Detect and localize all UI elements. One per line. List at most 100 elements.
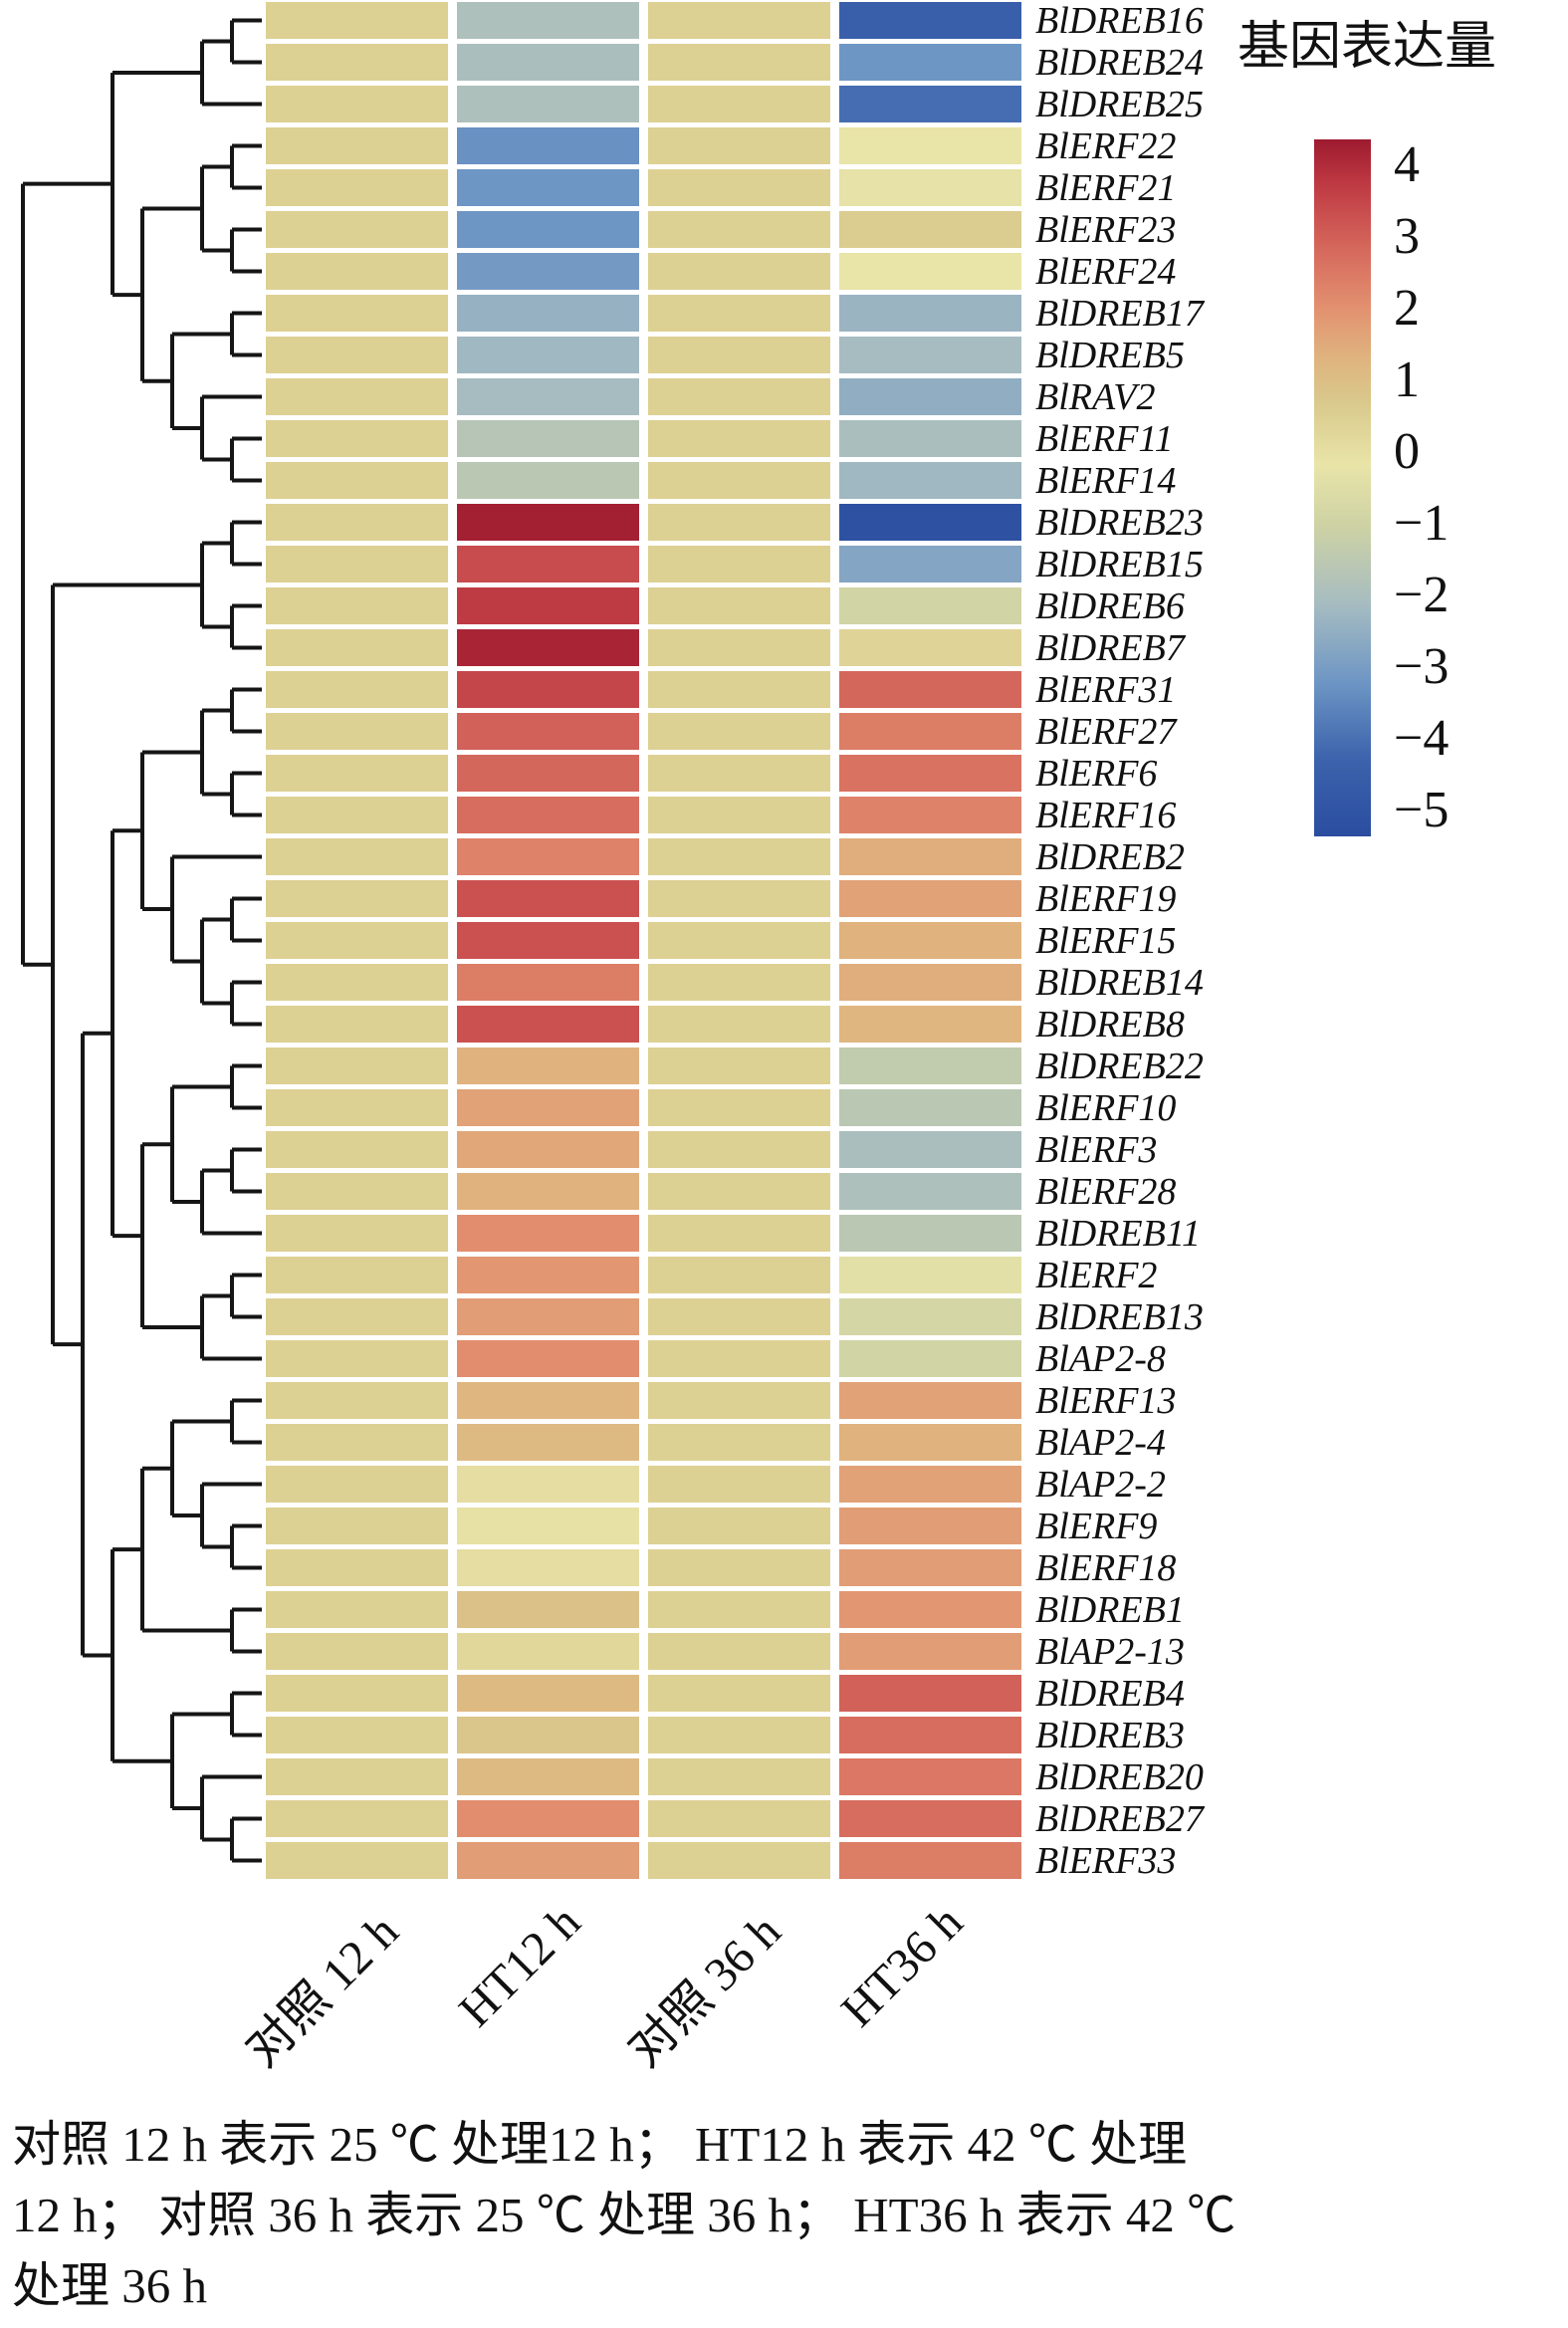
gene-label: BlAP2-13 — [1035, 1631, 1185, 1673]
heatmap-cell — [839, 880, 1021, 917]
heatmap-cell — [648, 629, 830, 666]
gene-label: BlDREB4 — [1035, 1673, 1185, 1715]
column-label-text: 对照 12 h — [236, 1904, 409, 2078]
heatmap-cell — [266, 797, 448, 833]
heatmap-cell — [457, 253, 639, 290]
heatmap-cell — [266, 127, 448, 164]
heatmap-cell — [457, 295, 639, 332]
heatmap-cell — [839, 755, 1021, 792]
heatmap-cell — [648, 378, 830, 415]
heatmap-cell — [266, 211, 448, 248]
heatmap-cell — [457, 169, 639, 206]
caption-line: 对照 12 h 表示 25 ℃ 处理12 h； HT12 h 表示 42 ℃ 处… — [12, 2117, 1188, 2172]
legend-title: 基因表达量 — [1237, 19, 1497, 76]
heatmap-grid — [266, 2, 1021, 1879]
gene-label: BlERF13 — [1035, 1380, 1177, 1422]
heatmap-cell — [648, 1215, 830, 1252]
heatmap-cell — [457, 1340, 639, 1377]
heatmap-cell — [648, 1048, 830, 1084]
heatmap-cell — [457, 880, 639, 917]
figure-caption: 对照 12 h 表示 25 ℃ 处理12 h； HT12 h 表示 42 ℃ 处… — [12, 2109, 1560, 2321]
gene-label: BlERF15 — [1035, 920, 1177, 962]
heatmap-cell — [266, 713, 448, 750]
gene-label: BlERF10 — [1035, 1087, 1177, 1129]
heatmap-cell — [457, 1758, 639, 1795]
heatmap-cell — [266, 838, 448, 875]
heatmap-cell — [648, 1800, 830, 1837]
heatmap-cell — [648, 713, 830, 750]
heatmap-cell — [457, 462, 639, 499]
heatmap-cell — [648, 337, 830, 373]
legend-tick-label: −3 — [1394, 638, 1450, 695]
heatmap-cell — [266, 1298, 448, 1335]
heatmap-cell — [648, 253, 830, 290]
legend-tick-label: 0 — [1394, 423, 1420, 480]
heatmap-cell — [457, 504, 639, 541]
heatmap-cell — [266, 1089, 448, 1126]
gene-label: BlDREB14 — [1035, 962, 1204, 1004]
heatmap-cell — [266, 755, 448, 792]
heatmap-cell — [648, 755, 830, 792]
heatmap-cell — [266, 44, 448, 81]
gene-label: BlDREB7 — [1035, 627, 1185, 669]
heatmap-cell — [648, 1758, 830, 1795]
heatmap-cell — [457, 1089, 639, 1126]
gene-label: BlERF22 — [1035, 125, 1177, 167]
legend-tick-label: −1 — [1394, 495, 1450, 552]
legend-tick-label: 3 — [1394, 208, 1420, 265]
heatmap-cell — [457, 1591, 639, 1628]
heatmap-cell — [266, 86, 448, 122]
heatmap-cell — [839, 504, 1021, 541]
heatmap-cell — [266, 880, 448, 917]
gene-label: BlDREB16 — [1035, 0, 1204, 42]
heatmap-cell — [648, 1549, 830, 1586]
heatmap-cell — [457, 1006, 639, 1043]
heatmap-cell — [266, 1758, 448, 1795]
gene-label: BlERF27 — [1035, 711, 1177, 753]
heatmap-cell — [839, 295, 1021, 332]
heatmap-cell — [648, 546, 830, 582]
heatmap-cell — [648, 964, 830, 1001]
heatmap-cell — [839, 1131, 1021, 1168]
heatmap-cell — [839, 337, 1021, 373]
heatmap-cell — [648, 838, 830, 875]
heatmap-cell — [648, 1466, 830, 1503]
heatmap-cell — [266, 1800, 448, 1837]
heatmap-cell — [457, 2, 639, 39]
heatmap-cell — [839, 378, 1021, 415]
heatmap-cell — [266, 1173, 448, 1210]
heatmap-cell — [457, 1131, 639, 1168]
heatmap-cell — [648, 295, 830, 332]
heatmap-cell — [839, 1508, 1021, 1544]
gene-label: BlAP2-2 — [1035, 1464, 1166, 1506]
heatmap-cell — [457, 546, 639, 582]
gene-label: BlDREB13 — [1035, 1296, 1204, 1338]
gene-label: BlERF19 — [1035, 878, 1177, 920]
heatmap-cell — [648, 1508, 830, 1544]
heatmap-cell — [839, 797, 1021, 833]
heatmap-cell — [648, 1633, 830, 1670]
heatmap-cell — [457, 629, 639, 666]
heatmap-cell — [839, 1633, 1021, 1670]
heatmap-cell — [839, 44, 1021, 81]
gene-label: BlERF33 — [1035, 1840, 1177, 1882]
heatmap-cell — [266, 1466, 448, 1503]
heatmap-cell — [457, 1466, 639, 1503]
heatmap-cell — [457, 587, 639, 624]
heatmap-cell — [839, 1215, 1021, 1252]
heatmap-cell — [839, 127, 1021, 164]
heatmap-cell — [266, 1382, 448, 1419]
heatmap-cell — [839, 587, 1021, 624]
legend-tick-label: −2 — [1394, 567, 1450, 623]
heatmap-cell — [839, 1842, 1021, 1879]
heatmap-cell — [457, 1298, 639, 1335]
caption-line: 处理 36 h — [12, 2258, 208, 2314]
heatmap-cell — [266, 546, 448, 582]
heatmap-cell — [648, 2, 830, 39]
heatmap-cell — [839, 2, 1021, 39]
heatmap-cell — [266, 1633, 448, 1670]
heatmap-cell — [839, 1382, 1021, 1419]
gene-label: BlDREB2 — [1035, 836, 1185, 878]
heatmap-cell — [266, 378, 448, 415]
heatmap-cell — [648, 211, 830, 248]
